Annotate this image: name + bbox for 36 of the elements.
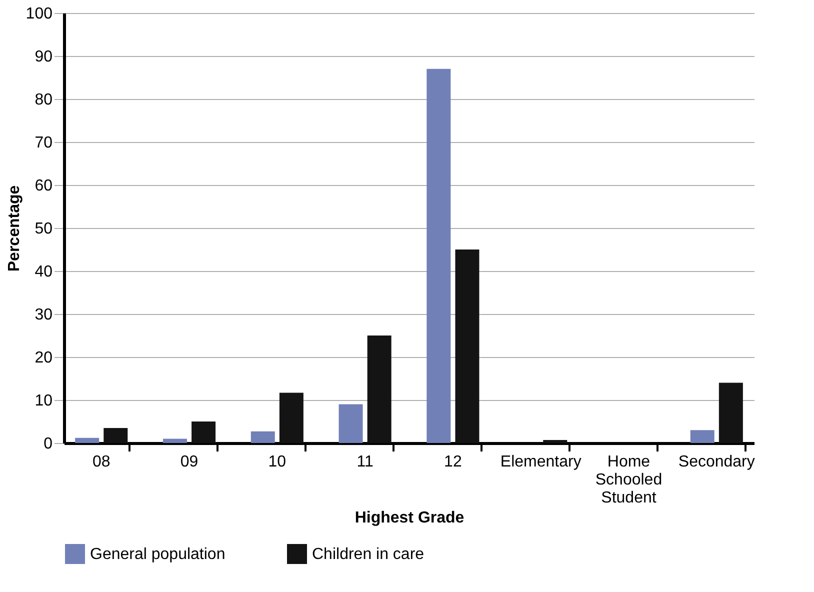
bar	[250, 431, 275, 443]
bar	[104, 428, 128, 443]
x-tick-label: 09	[180, 454, 198, 470]
bar	[279, 392, 304, 443]
x-tick-label: 08	[92, 454, 110, 470]
x-tick-label: 11	[356, 454, 374, 470]
y-axis-title: Percentage	[6, 185, 23, 272]
y-tick-label: 100	[26, 6, 53, 22]
y-tick-label: 70	[34, 134, 53, 152]
x-tick-label: 10	[268, 454, 286, 470]
y-tick-label: 10	[34, 392, 53, 410]
legend-label: General population	[90, 546, 226, 563]
bar	[338, 404, 363, 443]
bar	[367, 336, 392, 443]
y-tick-label: 50	[34, 220, 53, 238]
y-tick-label: 90	[34, 48, 53, 66]
y-tick-label: 60	[34, 178, 53, 194]
bar	[75, 438, 100, 443]
x-tick-label: Home Schooled Student	[595, 454, 662, 506]
y-tick-label: 40	[34, 264, 53, 280]
y-tick-label: 0	[44, 436, 53, 452]
bar	[718, 382, 743, 443]
bar	[690, 430, 714, 443]
y-tick-label: 20	[34, 350, 53, 366]
legend-label: Children in care	[312, 546, 424, 563]
x-axis-title: Highest Grade	[354, 510, 464, 526]
bar	[426, 68, 451, 443]
y-tick-label: 30	[34, 306, 53, 324]
x-tick-label: Elementary	[500, 454, 582, 470]
bar	[192, 422, 216, 443]
x-tick-label: 12	[444, 454, 462, 470]
x-tick-label: Secondary	[678, 454, 755, 470]
bar	[543, 440, 568, 443]
bar	[162, 438, 187, 443]
y-tick-label: 80	[34, 92, 53, 108]
bar	[455, 250, 480, 443]
